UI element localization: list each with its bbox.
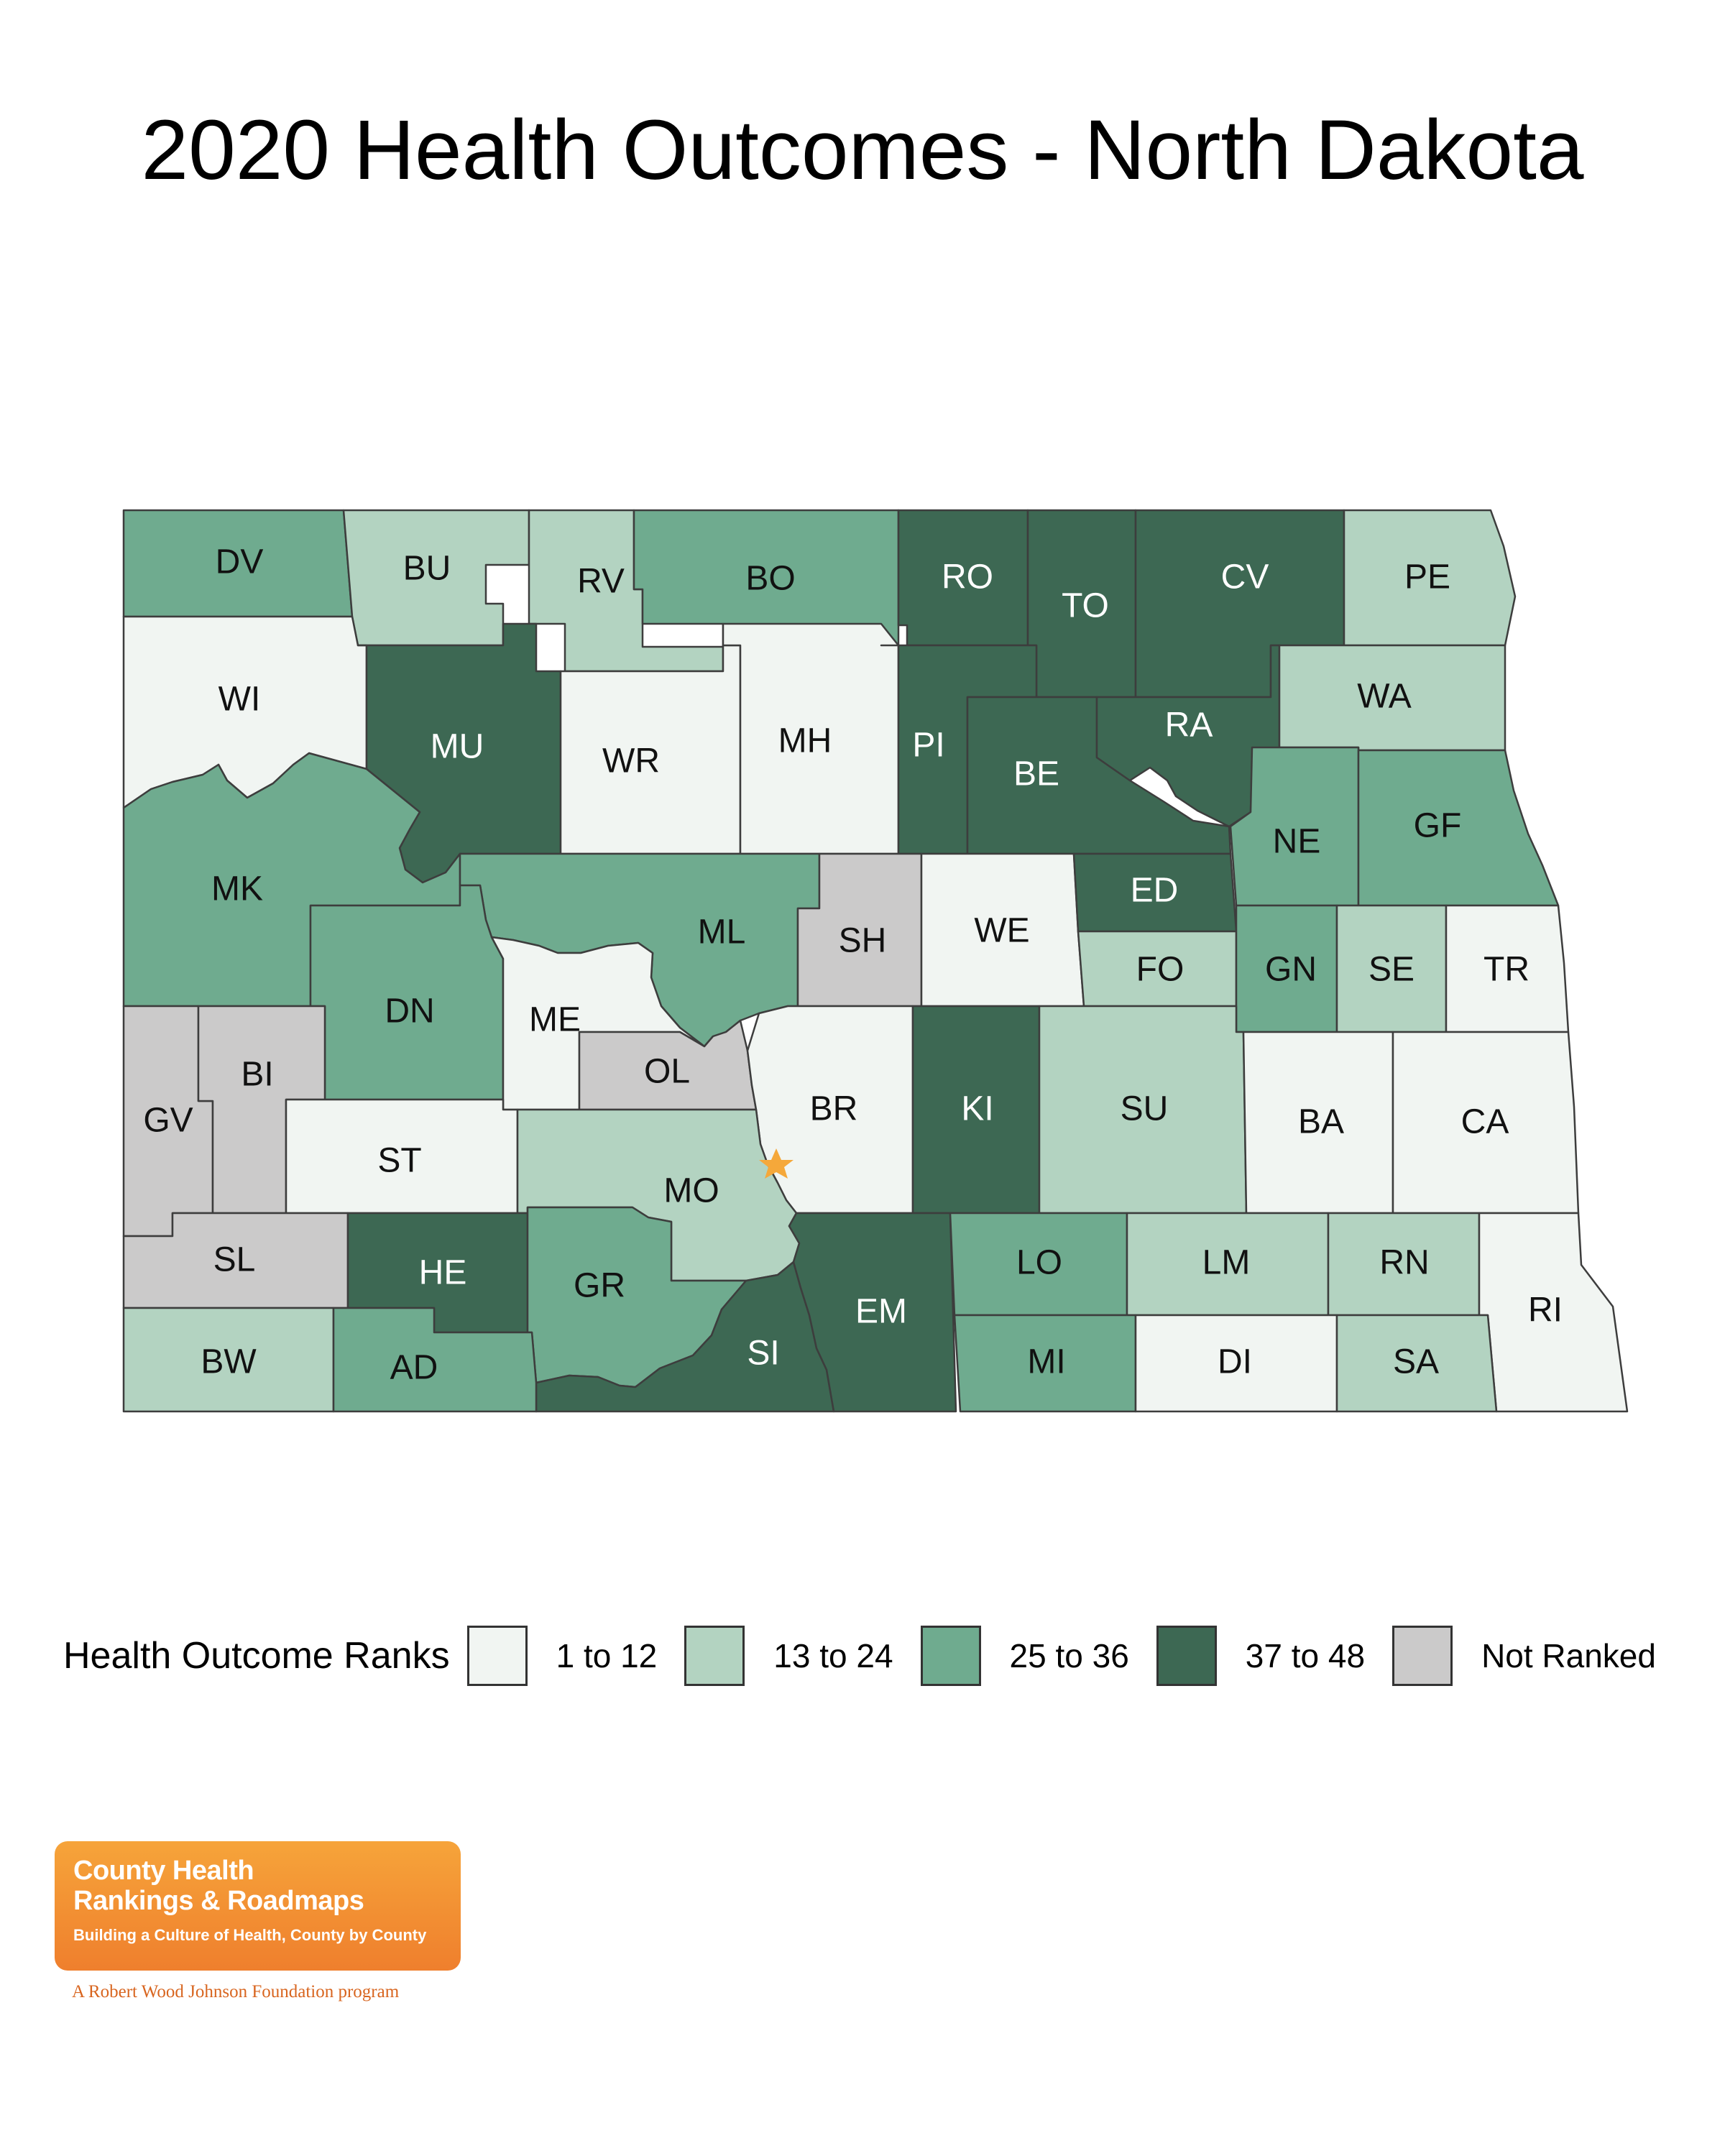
county-sa [1335, 1314, 1498, 1413]
county-label-ad: AD [390, 1349, 438, 1387]
county-label-ol: OL [644, 1053, 690, 1091]
county-label-me: ME [529, 1001, 581, 1039]
county-label-dv: DV [216, 543, 264, 581]
county-label-si: SI [747, 1335, 779, 1373]
logo-program-text: A Robert Wood Johnson Foundation program [72, 1982, 400, 2001]
county-label-ba: BA [1298, 1103, 1344, 1141]
county-em [788, 1212, 957, 1413]
county-label-mo: MO [663, 1172, 719, 1210]
county-label-we: WE [974, 912, 1029, 950]
county-label-ne: NE [1273, 823, 1321, 861]
legend: Health Outcome Ranks 1 to 12 13 to 24 25… [63, 1626, 1683, 1686]
map-title: 2020 Health Outcomes - North Dakota [141, 103, 1584, 198]
county-label-ri: RI [1528, 1291, 1563, 1330]
county-label-wa: WA [1357, 678, 1412, 716]
county-label-cv: CV [1221, 558, 1269, 596]
county-label-mk: MK [211, 870, 263, 908]
county-label-to: TO [1062, 587, 1109, 625]
county-label-he: HE [419, 1254, 467, 1292]
legend-title: Health Outcome Ranks [63, 1635, 450, 1677]
county-label-rv: RV [577, 563, 625, 601]
county-label-su: SU [1121, 1090, 1169, 1128]
legend-item-not-ranked: Not Ranked [1392, 1626, 1656, 1686]
county-label-mh: MH [778, 722, 832, 760]
county-label-sh: SH [839, 922, 887, 960]
county-label-tr: TR [1484, 951, 1530, 989]
county-label-ml: ML [698, 913, 746, 952]
legend-item-13-to-24: 13 to 24 [684, 1626, 893, 1686]
county-label-wi: WI [218, 681, 261, 719]
county-label-ca: CA [1461, 1103, 1509, 1141]
county-health-rankings-logo: County Health Rankings & Roadmaps Buildi… [55, 1841, 461, 1971]
legend-swatch [1392, 1626, 1453, 1686]
county-label-gv: GV [143, 1102, 193, 1140]
legend-label: 25 to 36 [1009, 1637, 1129, 1674]
legend-label: 37 to 48 [1245, 1637, 1366, 1674]
county-label-bw: BW [201, 1343, 257, 1381]
county-label-se: SE [1368, 951, 1414, 989]
county-label-lo: LO [1016, 1244, 1062, 1282]
county-label-ki: KI [961, 1090, 993, 1128]
logo-line-1: County Health [73, 1856, 254, 1886]
county-label-br: BR [810, 1090, 858, 1128]
county-label-ro: RO [942, 558, 993, 596]
county-label-sl: SL [213, 1241, 256, 1279]
county-label-bi: BI [241, 1056, 273, 1094]
legend-label: 1 to 12 [556, 1637, 658, 1674]
logo-tagline: Building a Culture of Health, County by … [73, 1926, 427, 1944]
legend-item-25-to-36: 25 to 36 [920, 1626, 1129, 1686]
county-label-dn: DN [385, 992, 434, 1031]
legend-item-37-to-48: 37 to 48 [1156, 1626, 1365, 1686]
county-label-st: ST [377, 1142, 421, 1180]
county-ad [332, 1307, 538, 1413]
county-label-ra: RA [1165, 706, 1213, 745]
capital-star-icon [759, 1148, 794, 1179]
county-label-lm: LM [1202, 1244, 1251, 1282]
county-label-fo: FO [1136, 951, 1184, 989]
county-label-ed: ED [1131, 872, 1179, 910]
legend-label: Not Ranked [1481, 1637, 1656, 1674]
county-label-mi: MI [1027, 1343, 1065, 1381]
county-label-bu: BU [403, 550, 451, 588]
logo-line-2: Rankings & Roadmaps [73, 1886, 364, 1916]
county-label-sa: SA [1393, 1343, 1439, 1381]
legend-swatch [920, 1626, 981, 1686]
county-label-gn: GN [1265, 951, 1317, 989]
legend-swatch [466, 1626, 528, 1686]
county-label-pi: PI [912, 727, 944, 765]
county-label-di: DI [1218, 1343, 1252, 1381]
county-ca [1392, 1031, 1580, 1215]
county-tr [1445, 904, 1570, 1033]
county-label-be: BE [1013, 755, 1059, 793]
county-label-mu: MU [431, 728, 484, 766]
county-label-em: EM [855, 1293, 907, 1331]
legend-swatch [1156, 1626, 1217, 1686]
legend-swatch [684, 1626, 745, 1686]
legend-item-1-to-12: 1 to 12 [466, 1626, 658, 1686]
legend-label: 13 to 24 [773, 1637, 893, 1674]
county-label-gf: GF [1414, 807, 1462, 845]
county-label-rn: RN [1379, 1244, 1429, 1282]
county-label-bo: BO [745, 560, 795, 598]
county-label-pe: PE [1404, 558, 1450, 596]
county-ra [1095, 644, 1281, 828]
county-label-gr: GR [574, 1267, 625, 1305]
county-label-wr: WR [602, 742, 660, 780]
